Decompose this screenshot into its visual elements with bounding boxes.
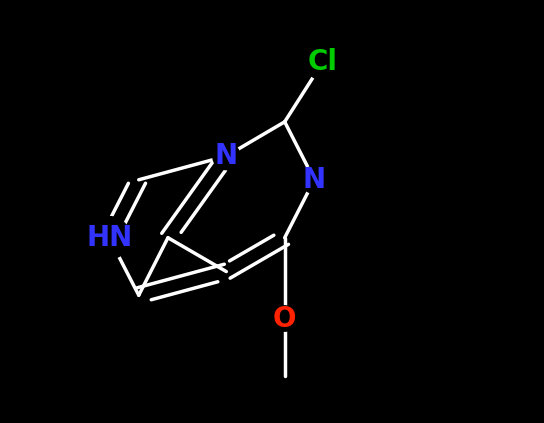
Text: Cl: Cl [308,48,338,76]
Text: N: N [215,142,238,170]
Text: N: N [303,166,326,194]
Circle shape [305,44,341,80]
Text: HN: HN [86,224,132,252]
Circle shape [272,306,298,331]
Text: O: O [273,305,296,332]
Circle shape [213,143,240,170]
Circle shape [88,217,131,259]
Circle shape [301,166,328,193]
